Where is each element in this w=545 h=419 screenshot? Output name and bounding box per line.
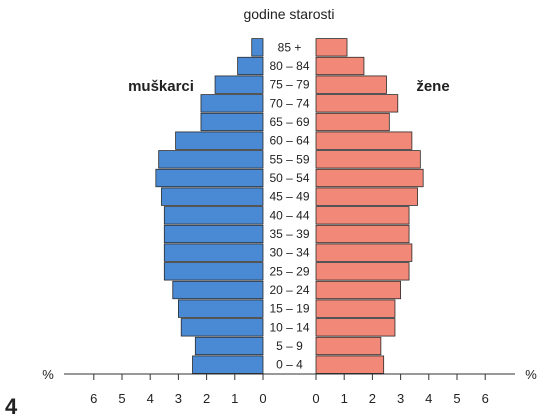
bar-male-17 — [251, 38, 264, 57]
bars-group — [155, 38, 424, 374]
bar-male-2 — [180, 318, 264, 337]
age-label-8: 40 – 44 — [269, 208, 309, 222]
bar-male-7 — [163, 224, 264, 244]
x-tick-label-right-0: 0 — [312, 391, 319, 406]
age-label-17: 85 + — [278, 40, 302, 54]
age-label-15: 75 – 79 — [269, 78, 309, 92]
age-label-5: 25 – 29 — [269, 264, 309, 278]
age-label-11: 55 – 59 — [269, 152, 309, 166]
age-label-1: 5 – 9 — [276, 339, 303, 353]
bar-female-3 — [315, 299, 396, 318]
x-tick-label-left-0: 0 — [259, 391, 266, 406]
age-label-13: 65 – 69 — [269, 115, 309, 129]
bar-male-16 — [237, 56, 264, 76]
x-tick-label-left-4: 4 — [147, 391, 154, 406]
bar-female-5 — [315, 262, 410, 281]
x-tick-label-left-6: 6 — [90, 391, 97, 406]
series-label-female: žene — [416, 78, 449, 95]
age-label-4: 20 – 24 — [269, 283, 309, 297]
bar-female-16 — [315, 56, 365, 76]
bar-male-4 — [172, 280, 264, 300]
bar-male-0 — [192, 355, 264, 374]
x-tick-label-right-2: 2 — [369, 391, 376, 406]
bar-female-13 — [315, 112, 390, 132]
bar-female-17 — [315, 38, 348, 57]
bar-female-9 — [315, 187, 418, 206]
x-axis-unit-left: % — [42, 367, 54, 382]
bar-female-11 — [315, 150, 421, 169]
bar-male-12 — [175, 131, 264, 150]
x-tick-label-right-3: 3 — [397, 391, 404, 406]
bar-female-15 — [315, 75, 387, 94]
bar-male-6 — [163, 243, 264, 262]
x-tick-label-right-1: 1 — [341, 391, 348, 406]
x-axis: 6 6 5 5 4 4 3 3 2 2 1 1 0 0 — [90, 374, 489, 406]
x-axis-unit-right: % — [525, 367, 537, 382]
bar-male-8 — [163, 206, 264, 225]
bar-female-0 — [315, 355, 385, 374]
age-label-12: 60 – 64 — [269, 134, 309, 148]
age-label-10: 50 – 54 — [269, 171, 309, 185]
bar-male-11 — [158, 150, 264, 169]
x-tick-label-left-2: 2 — [203, 391, 210, 406]
bar-male-1 — [194, 336, 264, 356]
chart-title: godine starosti — [243, 6, 334, 22]
series-label-male: muškarci — [128, 78, 194, 95]
bar-male-14 — [200, 94, 264, 113]
bar-female-7 — [315, 224, 410, 244]
x-tick-label-left-3: 3 — [175, 391, 182, 406]
bar-male-10 — [155, 168, 264, 188]
x-tick-label-right-6: 6 — [482, 391, 489, 406]
age-label-9: 45 – 49 — [269, 190, 309, 204]
bar-male-5 — [163, 262, 264, 281]
x-tick-label-right-5: 5 — [453, 391, 460, 406]
bar-female-12 — [315, 131, 413, 150]
bar-male-15 — [214, 75, 264, 94]
bar-female-10 — [315, 168, 424, 188]
bar-female-2 — [315, 318, 396, 337]
x-tick-label-left-5: 5 — [118, 391, 125, 406]
bar-female-1 — [315, 336, 382, 356]
x-tick-label-right-4: 4 — [425, 391, 432, 406]
age-label-16: 80 – 84 — [269, 59, 309, 73]
x-tick-label-left-1: 1 — [231, 391, 238, 406]
bar-female-6 — [315, 243, 413, 262]
age-label-7: 35 – 39 — [269, 227, 309, 241]
bar-male-9 — [161, 187, 264, 206]
figure-number: 4 — [5, 394, 18, 419]
bar-female-14 — [315, 94, 399, 113]
age-label-14: 70 – 74 — [269, 96, 309, 110]
age-label-3: 15 – 19 — [269, 302, 309, 316]
bar-female-4 — [315, 280, 401, 300]
age-label-2: 10 – 14 — [269, 320, 309, 334]
age-label-6: 30 – 34 — [269, 246, 309, 260]
bar-male-13 — [200, 112, 264, 132]
bar-female-8 — [315, 206, 410, 225]
bar-male-3 — [177, 299, 264, 318]
age-group-labels: 0 – 4 5 – 9 10 – 14 15 – 19 20 – 24 25 – 29 30… — [269, 40, 309, 371]
age-label-0: 0 – 4 — [276, 358, 303, 372]
